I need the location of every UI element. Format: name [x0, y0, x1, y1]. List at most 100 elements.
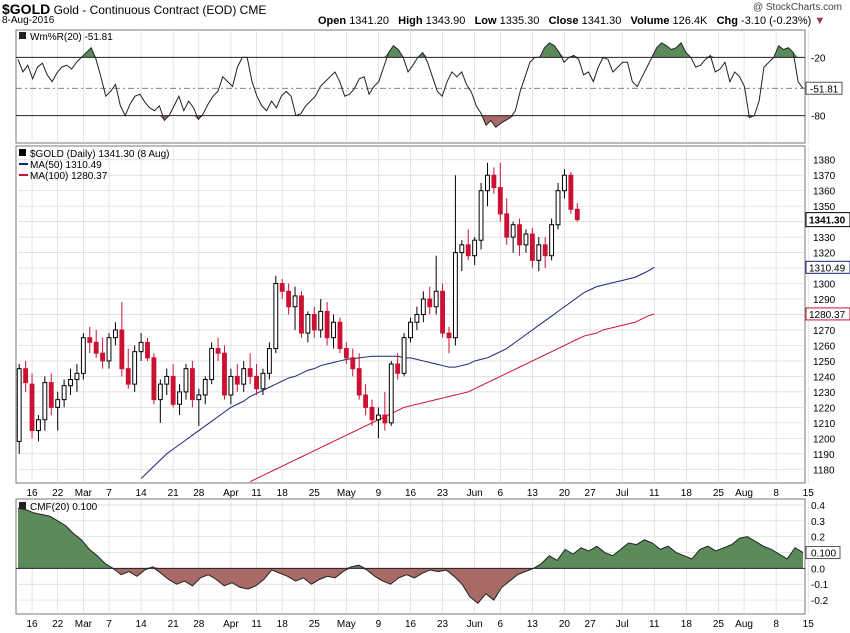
candle-body	[151, 357, 157, 401]
price-tick-label: 1350	[813, 202, 836, 213]
candle-body	[93, 341, 99, 354]
candle-body	[16, 368, 22, 442]
x-tick-label: 11	[251, 488, 262, 499]
wm-tick-80: -80	[811, 112, 826, 123]
x-tick-label: May	[337, 488, 356, 499]
cmf-tick-label: 0.2	[811, 533, 825, 544]
price-tick-label: 1190	[813, 450, 835, 461]
x-tick-label: 6	[498, 488, 504, 499]
x-tick-label: Jul	[616, 619, 629, 630]
ma50-legend: MA(50) 1310.49	[30, 160, 102, 171]
cmf-tick-label: -0.2	[811, 596, 829, 607]
candle-body	[395, 363, 401, 374]
candle-body	[273, 283, 279, 350]
candle-body	[222, 352, 227, 396]
x-tick-label: 16	[26, 619, 38, 630]
symbol: $GOLD	[2, 1, 51, 17]
price-tick-label: 1380	[813, 156, 836, 167]
candle-body	[266, 348, 272, 374]
candle-body	[446, 332, 452, 339]
cmf-legend-swatch	[19, 502, 26, 509]
ma100-value-box	[805, 307, 850, 321]
x-tick-label: 18	[277, 488, 289, 499]
candle-body	[510, 224, 516, 238]
candle-body	[119, 329, 125, 370]
price-tick-label: 1180	[813, 465, 835, 476]
candle-body	[491, 174, 497, 189]
x-tick-label: 6	[498, 619, 504, 630]
candle-body	[36, 419, 41, 432]
candle-body	[241, 368, 247, 385]
candle-body	[388, 363, 394, 424]
candle-body	[196, 394, 202, 401]
x-tick-label: 25	[713, 488, 725, 499]
price-tick-label: 1270	[813, 326, 836, 337]
chg-value: -3.10 (-0.23%)	[741, 15, 812, 27]
candle-body	[382, 414, 388, 424]
candle-body	[202, 379, 208, 396]
exchange: CME	[239, 3, 267, 17]
ma50-value-label: 1310.49	[809, 263, 846, 274]
cmf-tick-label: -0.1	[811, 580, 829, 591]
high-value: 1343.90	[425, 15, 466, 27]
candle-body	[504, 213, 510, 238]
x-tick-label: 7	[106, 619, 112, 630]
x-tick-label: Mar	[75, 488, 93, 499]
candle-body	[279, 283, 285, 292]
candle-body	[497, 187, 503, 215]
candle-body	[517, 224, 522, 246]
price-title: $GOLD (Daily) 1341.30 (8 Aug)	[30, 149, 170, 160]
x-tick-label: Jun	[467, 619, 483, 630]
x-tick-label: 13	[527, 488, 539, 499]
candle-body	[318, 310, 324, 331]
price-tick-label: 1200	[813, 434, 836, 445]
candle-body	[234, 375, 240, 385]
x-tick-label: Jun	[467, 488, 483, 499]
ma100-legend: MA(100) 1280.37	[30, 171, 108, 182]
candle-body	[61, 385, 67, 401]
candle-body	[209, 348, 215, 380]
candle-body	[292, 295, 298, 308]
cmf-current-box	[805, 546, 841, 560]
instrument-name: Gold - Continuous Contract (EOD)	[53, 3, 237, 17]
candle-body	[452, 252, 458, 339]
x-tick-label: 9	[376, 619, 382, 630]
stockcharts-credit[interactable]: @ StockCharts.com	[752, 2, 842, 13]
candle-body	[529, 233, 535, 261]
candle-body	[157, 383, 163, 401]
candle-body	[311, 314, 317, 331]
x-tick-label: 11	[251, 619, 262, 630]
wm-tick-20: -20	[811, 53, 826, 64]
candle-body	[68, 379, 73, 387]
candle-body	[170, 375, 176, 405]
candle-body	[189, 368, 195, 401]
candle-body	[48, 382, 54, 408]
x-tick-label: Aug	[735, 619, 753, 630]
open-value: 1341.20	[349, 15, 389, 27]
price-panel: 1180 1190 1200 1210 1220 1230 1240 1250 1260 1270…	[15, 145, 850, 499]
candle-body	[408, 321, 413, 339]
candle-body	[42, 382, 48, 421]
wm-line	[17, 42, 804, 128]
candle-body	[465, 244, 471, 257]
x-tick-label: 14	[136, 488, 148, 499]
candle-body	[215, 348, 221, 354]
ohlc-readout: Open 1341.20 High 1343.90 Low 1335.30 Cl…	[318, 15, 825, 27]
price-tick-label: 1260	[813, 341, 836, 352]
candle-body	[536, 244, 542, 261]
candle-body	[87, 337, 93, 343]
candle-body	[132, 351, 138, 385]
candle-body	[343, 348, 349, 359]
price-tick-label: 1230	[813, 388, 836, 399]
chg-label: Chg	[716, 15, 738, 27]
candle-body	[29, 383, 35, 432]
candle-body	[331, 321, 336, 339]
high-label: High	[398, 15, 423, 27]
candle-body	[260, 372, 266, 390]
volume-label: Volume	[630, 15, 670, 27]
cmf-tick-label: 0.3	[811, 517, 825, 528]
x-tick-label: May	[337, 619, 356, 630]
ma100-line	[249, 313, 655, 483]
candle-body	[247, 368, 253, 377]
x-tick-label: 18	[681, 488, 693, 499]
